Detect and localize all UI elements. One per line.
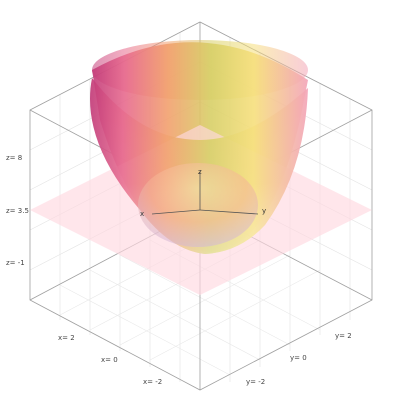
axis-label-y: y (262, 207, 266, 215)
z-tick-1: z= 3.5 (6, 207, 29, 215)
axes (151, 172, 259, 215)
axis-label-z: z (198, 168, 202, 176)
z-tick-2: z= -1 (6, 259, 25, 267)
x-tick-1: x= 0 (101, 356, 118, 364)
y-tick-2: y= -2 (246, 378, 265, 386)
y-tick-0: y= 2 (335, 332, 352, 340)
surface-rim (92, 40, 308, 100)
x-tick-2: x= -2 (143, 378, 162, 386)
axis-label-x: x (140, 210, 144, 218)
y-tick-1: y= 0 (290, 354, 307, 362)
x-tick-0: x= 2 (58, 334, 75, 342)
z-tick-0: z= 8 (6, 154, 22, 162)
surface-bottom (138, 163, 258, 247)
